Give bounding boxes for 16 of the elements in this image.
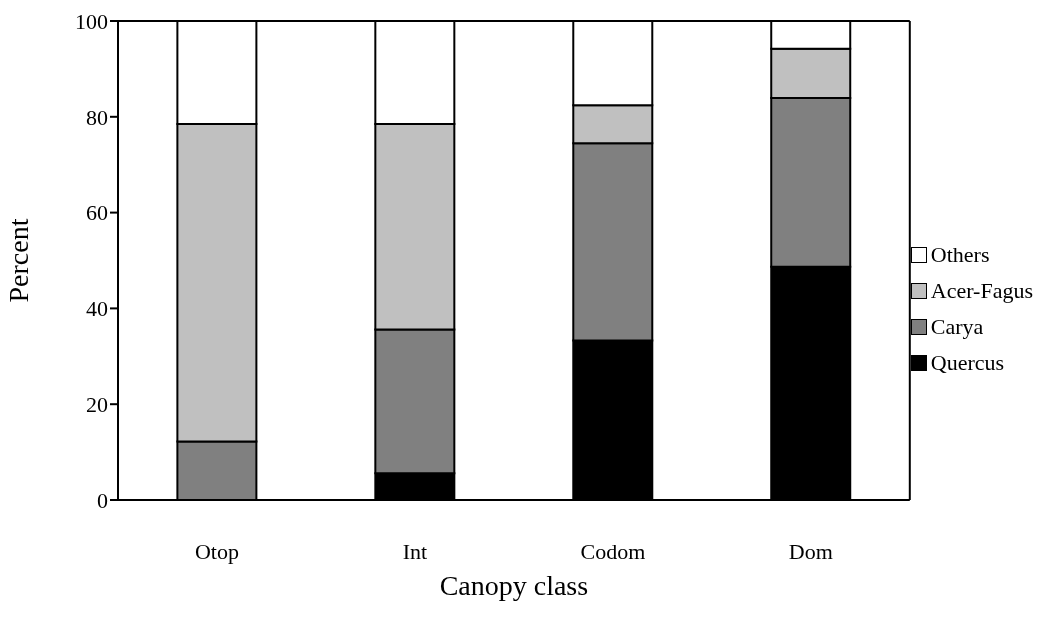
legend-label: Others bbox=[930, 242, 990, 268]
y-tick-label: 60 bbox=[86, 200, 108, 226]
y-tick-label: 100 bbox=[75, 8, 108, 34]
legend-label: Acer-Fagus bbox=[930, 278, 1033, 304]
legend-label: Carya bbox=[930, 314, 984, 340]
legend-label: Quercus bbox=[930, 350, 1005, 376]
x-axis-title: Canopy class bbox=[439, 570, 589, 601]
y-tick-label: 80 bbox=[86, 104, 108, 130]
y-tick-label: 40 bbox=[86, 296, 108, 322]
y-axis-title: Percent bbox=[2, 218, 34, 303]
x-tick-label: Otop bbox=[194, 538, 239, 564]
x-tick-label: Int bbox=[402, 538, 428, 564]
x-tick-label: Codom bbox=[580, 538, 646, 564]
y-tick-label: 0 bbox=[97, 487, 108, 513]
y-tick-label: 20 bbox=[86, 392, 108, 418]
x-tick-label: Dom bbox=[788, 538, 833, 564]
